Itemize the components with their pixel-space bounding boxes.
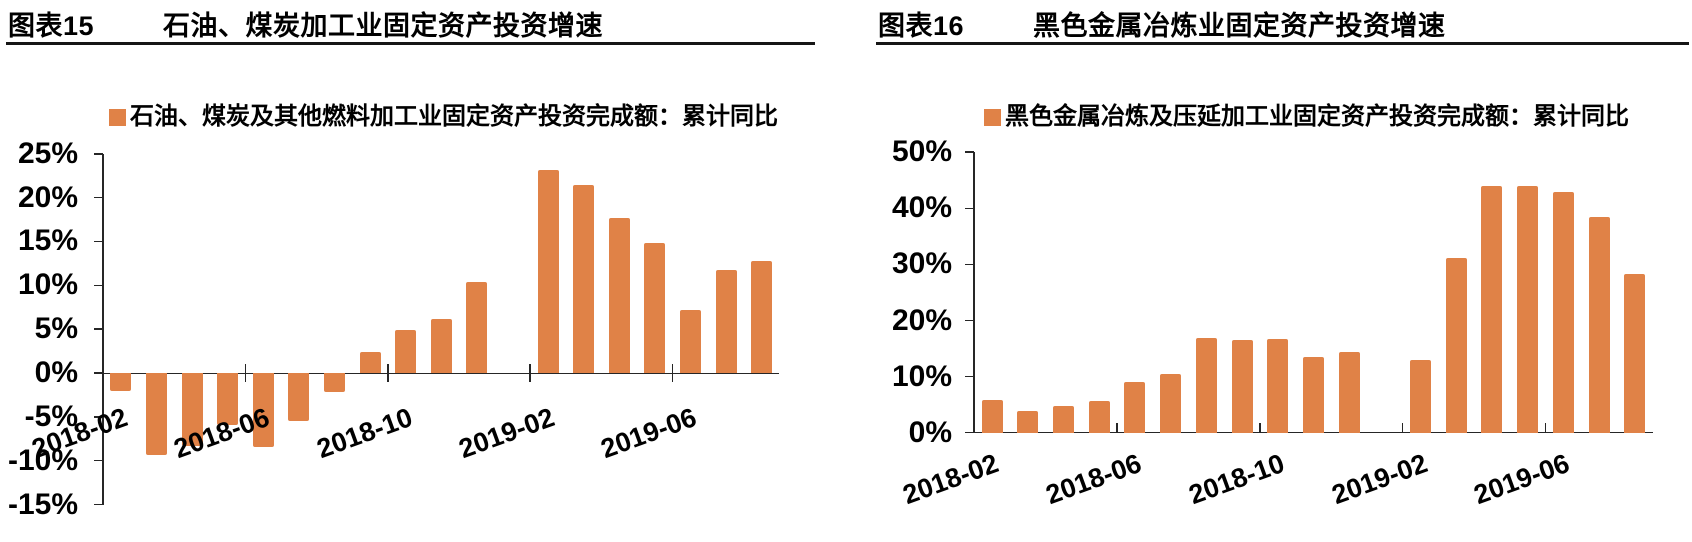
bar bbox=[1624, 274, 1646, 433]
bar bbox=[1552, 192, 1574, 433]
y-axis-tick bbox=[94, 284, 103, 287]
x-axis-tick bbox=[529, 364, 531, 382]
y-tick-label: 20% bbox=[891, 303, 952, 337]
x-axis-tick bbox=[1116, 422, 1118, 433]
y-axis-tick bbox=[94, 153, 103, 155]
x-axis-tick bbox=[102, 364, 104, 382]
bar bbox=[1410, 360, 1432, 433]
y-axis-tick bbox=[94, 240, 103, 243]
y-axis-tick bbox=[94, 503, 103, 506]
x-axis-tick bbox=[387, 364, 389, 382]
legend-swatch-icon bbox=[984, 108, 1001, 126]
bar bbox=[1338, 351, 1360, 433]
legend-swatch-icon bbox=[109, 108, 126, 126]
figure-15-legend: 石油、煤炭及其他燃料加工业固定资产投资完成额：累计同比 bbox=[109, 104, 778, 130]
y-tick-label: -15% bbox=[7, 487, 78, 521]
x-tick-label: 2019-06 bbox=[1470, 448, 1574, 511]
bar bbox=[395, 330, 417, 373]
y-tick-label: 0% bbox=[34, 356, 78, 389]
bar bbox=[145, 373, 167, 455]
x-axis-tick bbox=[1544, 422, 1547, 433]
bar bbox=[181, 373, 203, 446]
bar bbox=[751, 260, 773, 373]
x-axis-tick bbox=[1259, 422, 1261, 433]
bar bbox=[288, 373, 310, 422]
x-axis-tick bbox=[244, 364, 247, 382]
bar bbox=[1160, 373, 1182, 433]
bar bbox=[1231, 340, 1253, 433]
figure-16-label: 图表16 bbox=[878, 11, 965, 41]
bar bbox=[1445, 258, 1467, 433]
figure-16-title: 黑色金属冶炼业固定资产投资增速 bbox=[1033, 11, 1446, 41]
y-axis-tick bbox=[965, 375, 975, 378]
bar bbox=[573, 185, 595, 373]
figure-15-label: 图表15 bbox=[8, 11, 95, 41]
y-axis-tick bbox=[965, 151, 975, 153]
y-axis-tick bbox=[965, 263, 975, 266]
bar bbox=[217, 373, 239, 425]
figure-15-title: 石油、煤炭加工业固定资产投资增速 bbox=[163, 11, 603, 41]
x-tick-label: 2019-02 bbox=[1327, 448, 1431, 511]
bar bbox=[359, 351, 381, 373]
bar bbox=[1124, 381, 1146, 433]
y-axis-tick bbox=[94, 328, 103, 330]
bar bbox=[323, 373, 345, 393]
figure-15-title-underline bbox=[6, 42, 815, 45]
bar bbox=[1588, 217, 1610, 433]
y-tick-label: 20% bbox=[17, 180, 78, 214]
bar bbox=[1017, 410, 1039, 433]
bar bbox=[1481, 186, 1503, 433]
bar bbox=[1517, 186, 1539, 433]
x-axis-tick bbox=[1401, 422, 1404, 433]
y-axis-tick bbox=[94, 416, 103, 418]
bar bbox=[644, 243, 666, 373]
y-tick-label: 15% bbox=[17, 224, 78, 258]
bar bbox=[466, 281, 488, 373]
x-axis-tick bbox=[973, 422, 976, 433]
x-tick-label: 2018-06 bbox=[1041, 448, 1146, 511]
y-tick-label: -5% bbox=[24, 399, 78, 433]
bar bbox=[1267, 339, 1289, 433]
bar bbox=[537, 169, 559, 373]
x-axis-line bbox=[103, 372, 780, 374]
figure-16-legend-label: 黑色金属冶炼及压延加工业固定资产投资完成额：累计同比 bbox=[1005, 103, 1629, 130]
bar bbox=[608, 217, 630, 373]
bar bbox=[1053, 406, 1075, 433]
y-tick-label: 30% bbox=[891, 247, 952, 281]
bar bbox=[252, 373, 274, 447]
y-tick-label: 10% bbox=[891, 359, 952, 393]
figure-16-legend: 黑色金属冶炼及压延加工业固定资产投资完成额：累计同比 bbox=[984, 104, 1629, 130]
y-axis-tick bbox=[965, 319, 975, 322]
y-axis-tick bbox=[94, 372, 103, 374]
x-tick-label: 2018-02 bbox=[899, 448, 1003, 511]
bar bbox=[110, 373, 132, 392]
bar bbox=[679, 309, 701, 373]
bar bbox=[981, 399, 1003, 433]
figure-16-title-underline bbox=[876, 42, 1689, 45]
figure-15-legend-label: 石油、煤炭及其他燃料加工业固定资产投资完成额：累计同比 bbox=[130, 103, 778, 130]
bar bbox=[715, 269, 737, 373]
bar bbox=[430, 318, 452, 373]
y-tick-label: 25% bbox=[17, 136, 78, 170]
bar bbox=[1088, 400, 1110, 433]
y-axis-tick bbox=[965, 207, 975, 210]
y-tick-label: 10% bbox=[17, 268, 78, 302]
y-tick-label: 0% bbox=[908, 415, 952, 449]
y-axis-tick bbox=[94, 196, 103, 199]
y-axis-tick bbox=[94, 459, 103, 462]
x-tick-label: 2018-10 bbox=[1184, 448, 1289, 511]
y-axis-tick bbox=[965, 431, 975, 434]
bar bbox=[1302, 356, 1324, 433]
y-tick-label: -10% bbox=[7, 443, 78, 477]
y-axis-line bbox=[973, 152, 975, 433]
y-tick-label: 50% bbox=[891, 135, 952, 169]
x-axis-tick bbox=[671, 364, 674, 382]
y-tick-label: 40% bbox=[891, 191, 952, 225]
y-tick-label: 5% bbox=[34, 312, 78, 346]
bar bbox=[1195, 338, 1217, 433]
